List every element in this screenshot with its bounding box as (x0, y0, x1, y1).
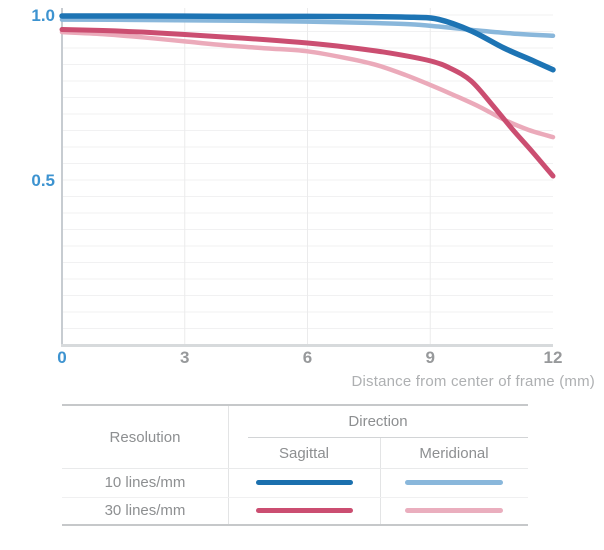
legend-table: Resolution Direction Sagittal Meridional… (62, 404, 528, 526)
body-row-separator (62, 497, 528, 498)
series-line-10-lines-mm-sagittal (59, 13, 556, 73)
x-tick-label: 12 (544, 348, 563, 367)
table-bottom-border (62, 524, 528, 526)
y-tick-label: 0.5 (31, 171, 55, 190)
meridional-column-header: Meridional (419, 444, 489, 462)
legend-swatch-30-meridional (405, 508, 503, 513)
x-axis-title: Distance from center of frame (mm) (351, 373, 595, 390)
series-line-10-lines-mm-meridional (59, 17, 556, 39)
header-row-separator (62, 468, 528, 469)
direction-header: Direction (348, 413, 408, 430)
series-line-30-lines-mm-meridional (59, 29, 556, 140)
column-separator (380, 438, 381, 524)
x-tick-label: 6 (303, 348, 312, 367)
x-tick-label: 0 (57, 348, 66, 367)
column-separator (228, 406, 229, 524)
y-tick-label: 1.0 (31, 6, 55, 25)
x-tick-label: 9 (426, 348, 435, 367)
x-tick-label: 3 (180, 348, 189, 367)
mtf-chart: 0 3 6 9 12 1.0 0.5 (31, 6, 563, 367)
legend-swatch-30-sagittal (256, 508, 353, 513)
legend-swatch-10-sagittal (256, 480, 353, 485)
sagittal-column-header: Sagittal (278, 444, 330, 462)
legend-row-label-30lines: 30 lines/mm (104, 502, 186, 519)
series-line-30-lines-mm-sagittal (59, 27, 556, 179)
legend-row-label-10lines: 10 lines/mm (104, 474, 186, 491)
table-top-border (62, 404, 528, 406)
resolution-header: Resolution (109, 428, 181, 446)
direction-header-underline (248, 437, 528, 438)
legend-swatch-10-meridional (405, 480, 503, 485)
